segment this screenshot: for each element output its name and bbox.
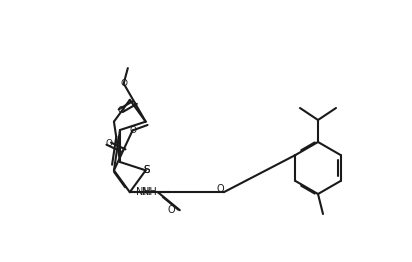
Text: O: O bbox=[129, 126, 136, 135]
Text: NH: NH bbox=[136, 187, 151, 197]
Text: O: O bbox=[217, 184, 225, 194]
Text: O: O bbox=[117, 106, 124, 115]
Text: S: S bbox=[143, 165, 150, 175]
Text: O: O bbox=[168, 205, 176, 215]
Text: NH: NH bbox=[142, 187, 157, 197]
Text: O: O bbox=[105, 139, 112, 148]
Text: S: S bbox=[143, 165, 150, 175]
Text: O: O bbox=[120, 79, 127, 88]
